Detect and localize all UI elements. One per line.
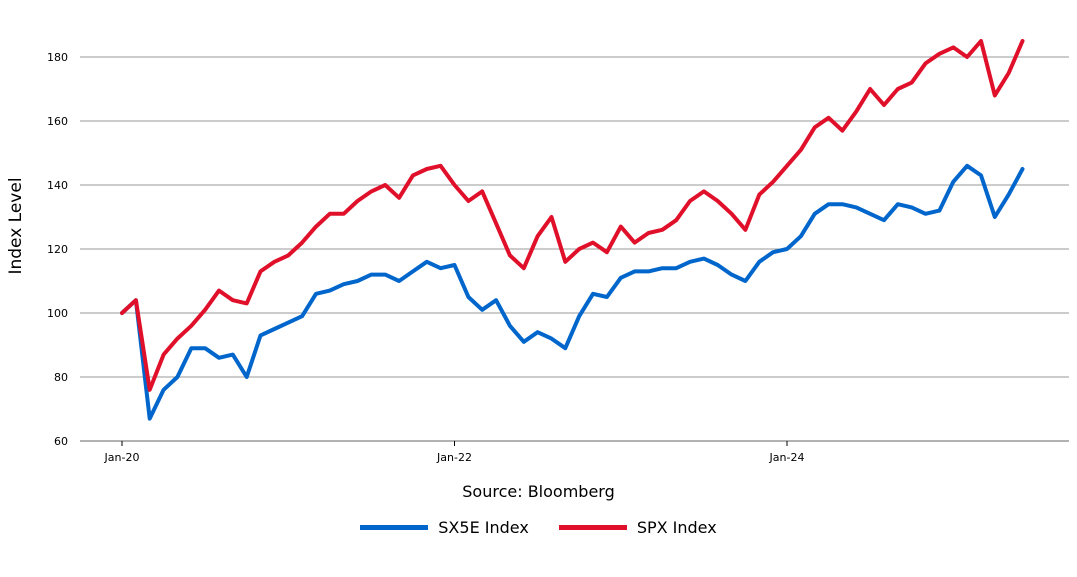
legend-item-sx5e: SX5E Index <box>360 518 529 537</box>
x-tick-label: Jan-20 <box>104 451 140 464</box>
series-lines <box>120 39 1025 421</box>
series-line-sx5e <box>120 163 1025 421</box>
x-tick-label: Jan-24 <box>769 451 805 464</box>
x-tick-label: Jan-22 <box>436 451 472 464</box>
y-tick-label: 100 <box>47 307 68 320</box>
legend-swatch-sx5e <box>360 525 429 530</box>
grid-lines <box>80 56 1069 442</box>
y-axis-title: Index Level <box>6 177 26 274</box>
legend-swatch-spx <box>558 525 627 530</box>
y-tick-label: 180 <box>47 51 68 64</box>
axes: 60 80 100 120 140 160 180 Jan-20 Jan-22 Jan-24 <box>47 51 804 464</box>
legend-label-sx5e: SX5E Index <box>438 518 529 537</box>
source-caption: Source: Bloomberg <box>462 482 615 501</box>
legend-item-spx: SPX Index <box>558 518 717 537</box>
y-tick-label: 120 <box>47 243 68 256</box>
legend: SX5E Index SPX Index <box>0 518 1077 537</box>
y-tick-label: 60 <box>54 435 68 448</box>
legend-label-spx: SPX Index <box>636 518 717 537</box>
y-tick-label: 80 <box>54 371 68 384</box>
series-line-spx <box>120 39 1025 392</box>
y-tick-label: 140 <box>47 179 68 192</box>
y-tick-label: 160 <box>47 115 68 128</box>
